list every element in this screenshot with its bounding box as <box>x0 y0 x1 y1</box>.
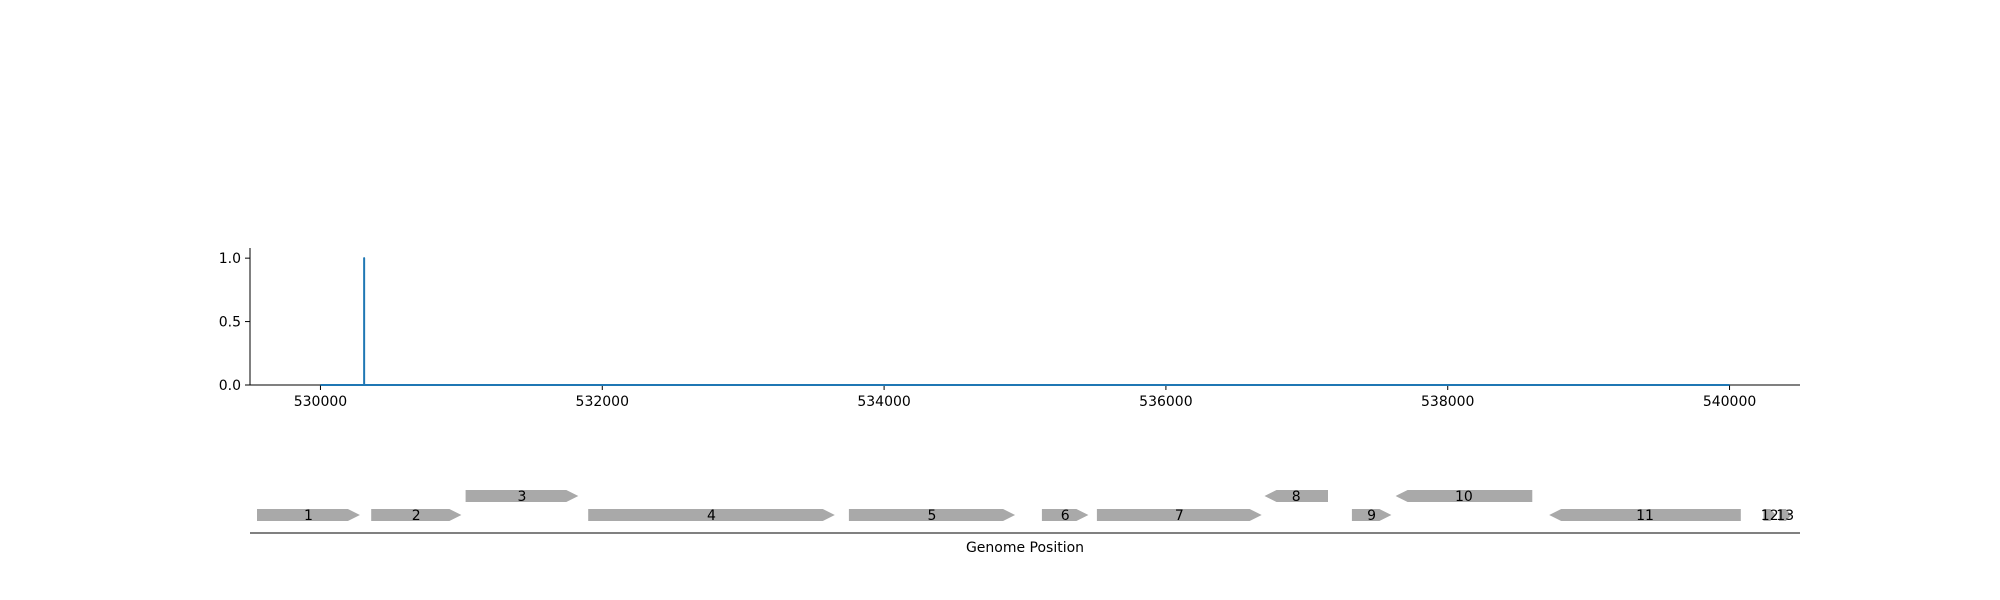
coverage-line <box>320 257 1730 386</box>
x-tick-label: 540000 <box>1703 394 1756 410</box>
gene-arrow <box>371 509 462 521</box>
gene-label: 13 <box>1776 508 1794 524</box>
gene-label: 1 <box>304 508 313 524</box>
y-tick-label: 1.0 <box>219 251 241 267</box>
gene-arrow <box>1351 509 1392 521</box>
gene-arrow <box>1264 490 1328 502</box>
gene-arrow <box>1763 509 1776 521</box>
x-axis-label: Genome Position <box>966 540 1084 556</box>
gene-label: 5 <box>928 508 937 524</box>
x-tick-label: 538000 <box>1421 394 1474 410</box>
gene-label: 3 <box>517 489 526 505</box>
gene-arrow <box>1041 509 1089 521</box>
gene-arrow <box>257 509 360 521</box>
y-tick-label: 0.0 <box>219 378 241 394</box>
y-ticks: 0.0 0.5 1.0 <box>219 251 250 394</box>
gene-arrow <box>1549 509 1741 521</box>
gene-arrow <box>1395 490 1533 502</box>
gene-label: 4 <box>707 508 716 524</box>
gene-arrow <box>465 490 579 502</box>
gene-arrow <box>588 509 835 521</box>
series-layer <box>320 257 1730 386</box>
gene-arrow <box>848 509 1016 521</box>
gene-label: 2 <box>412 508 421 524</box>
gene-label: 7 <box>1175 508 1184 524</box>
x-tick-label: 534000 <box>857 394 910 410</box>
gene-label: 8 <box>1292 489 1301 505</box>
y-tick-label: 0.5 <box>219 315 241 331</box>
gene-arrow <box>1096 509 1262 521</box>
x-ticks: 530000 532000 534000 536000 538000 540000 <box>294 385 1756 410</box>
gene-label: 9 <box>1367 508 1376 524</box>
gene-label: 12 <box>1761 508 1779 524</box>
x-tick-label: 530000 <box>294 394 347 410</box>
x-tick-label: 536000 <box>1139 394 1192 410</box>
gene-arrow <box>1778 509 1792 521</box>
gene-label: 6 <box>1061 508 1070 524</box>
x-tick-label: 532000 <box>576 394 629 410</box>
gene-label: 11 <box>1636 508 1654 524</box>
coverage-panel: 0.0 0.5 1.0 530000 532000 534000 536000 538000… <box>219 248 1800 410</box>
gene-label: 10 <box>1455 489 1473 505</box>
